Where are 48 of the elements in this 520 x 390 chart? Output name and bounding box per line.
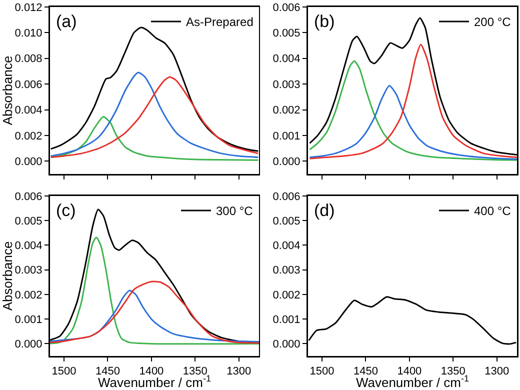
y-tick-label: 0.001	[14, 314, 42, 326]
annotation: (a)	[56, 12, 77, 31]
y-tick-label: 0.006	[14, 190, 42, 203]
y-tick-label: 0.006	[272, 190, 300, 203]
line-series	[50, 290, 259, 342]
y-tick-label: 0.006	[14, 78, 42, 91]
annotation: (b)	[314, 12, 335, 31]
y-tick-label: 0.000	[14, 338, 42, 351]
y-tick-label: 0.001	[272, 314, 300, 326]
x-tick-label: 1300	[484, 366, 510, 378]
line-series	[50, 280, 259, 344]
legend-label: 400 °C	[474, 204, 512, 218]
x-tick-label: 1300	[226, 366, 252, 378]
y-tick-label: 0.004	[272, 240, 300, 252]
y-tick-label: 0.004	[14, 240, 42, 252]
x-tick-label: 1500	[52, 366, 76, 378]
y-tick-label: 0.006	[272, 2, 300, 14]
y-tick-label: 0.008	[14, 53, 42, 66]
y-tick-label: 0.002	[272, 289, 300, 302]
y-tick-label: 0.002	[14, 289, 42, 302]
y-tick-label: 0.003	[272, 78, 300, 91]
legend-label: 200 °C	[474, 15, 512, 30]
y-tick-label: 0.000	[272, 156, 300, 168]
legend-label: 300 °C	[216, 204, 254, 218]
y-tick-label: 0.002	[14, 130, 42, 142]
y-tick-label: 0.000	[14, 156, 42, 168]
line-series	[309, 84, 517, 160]
y-tick-label: 0.005	[272, 215, 300, 228]
line-series	[50, 236, 259, 345]
y-tick-label: 0.002	[272, 104, 300, 117]
y-axis-title: Absorbance	[0, 241, 15, 311]
legend-label: As-Prepared	[186, 15, 254, 30]
y-axis-title: Absorbance	[0, 56, 15, 126]
y-tick-label: 0.012	[14, 2, 42, 14]
y-tick-label: 0.010	[14, 28, 42, 40]
y-tick-label: 0.000	[272, 338, 300, 351]
y-tick-label: 0.003	[14, 264, 42, 277]
annotation: (d)	[314, 201, 335, 220]
y-tick-label: 0.004	[14, 104, 42, 117]
annotation: (c)	[56, 201, 76, 220]
y-tick-label: 0.005	[14, 215, 42, 228]
y-tick-label: 0.005	[272, 28, 300, 40]
line-series	[309, 60, 517, 161]
y-tick-label: 0.003	[272, 264, 300, 277]
y-tick-label: 0.004	[272, 53, 300, 66]
line-series	[309, 44, 517, 160]
y-tick-label: 0.001	[272, 130, 300, 142]
x-tick-label: 1500	[310, 366, 334, 378]
